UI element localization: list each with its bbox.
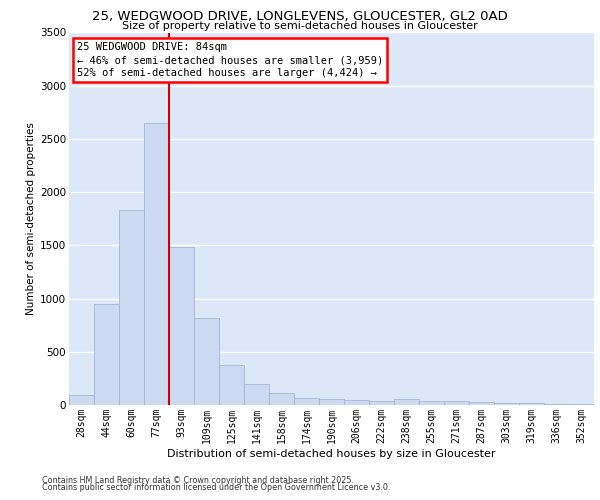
Bar	[244, 384, 269, 405]
Text: Contains HM Land Registry data © Crown copyright and database right 2025.: Contains HM Land Registry data © Crown c…	[42, 476, 354, 485]
Bar	[319, 398, 344, 405]
Text: 25 WEDGWOOD DRIVE: 84sqm
← 46% of semi-detached houses are smaller (3,959)
52% o: 25 WEDGWOOD DRIVE: 84sqm ← 46% of semi-d…	[77, 42, 383, 78]
Bar	[344, 400, 369, 405]
Bar	[469, 402, 494, 405]
Bar	[419, 400, 444, 405]
Bar	[119, 210, 144, 405]
Bar	[544, 404, 569, 405]
Bar	[369, 400, 394, 405]
Bar	[494, 403, 519, 405]
Bar	[394, 399, 419, 405]
Bar	[169, 248, 194, 405]
Y-axis label: Number of semi-detached properties: Number of semi-detached properties	[26, 122, 36, 315]
Bar	[569, 404, 594, 405]
Bar	[144, 123, 169, 405]
X-axis label: Distribution of semi-detached houses by size in Gloucester: Distribution of semi-detached houses by …	[167, 448, 496, 458]
Text: Contains public sector information licensed under the Open Government Licence v3: Contains public sector information licen…	[42, 483, 391, 492]
Text: 25, WEDGWOOD DRIVE, LONGLEVENS, GLOUCESTER, GL2 0AD: 25, WEDGWOOD DRIVE, LONGLEVENS, GLOUCEST…	[92, 10, 508, 23]
Bar	[269, 393, 294, 405]
Bar	[519, 404, 544, 405]
Bar	[294, 398, 319, 405]
Text: Size of property relative to semi-detached houses in Gloucester: Size of property relative to semi-detach…	[122, 21, 478, 31]
Bar	[194, 318, 219, 405]
Bar	[94, 304, 119, 405]
Bar	[69, 395, 94, 405]
Bar	[219, 364, 244, 405]
Bar	[444, 402, 469, 405]
